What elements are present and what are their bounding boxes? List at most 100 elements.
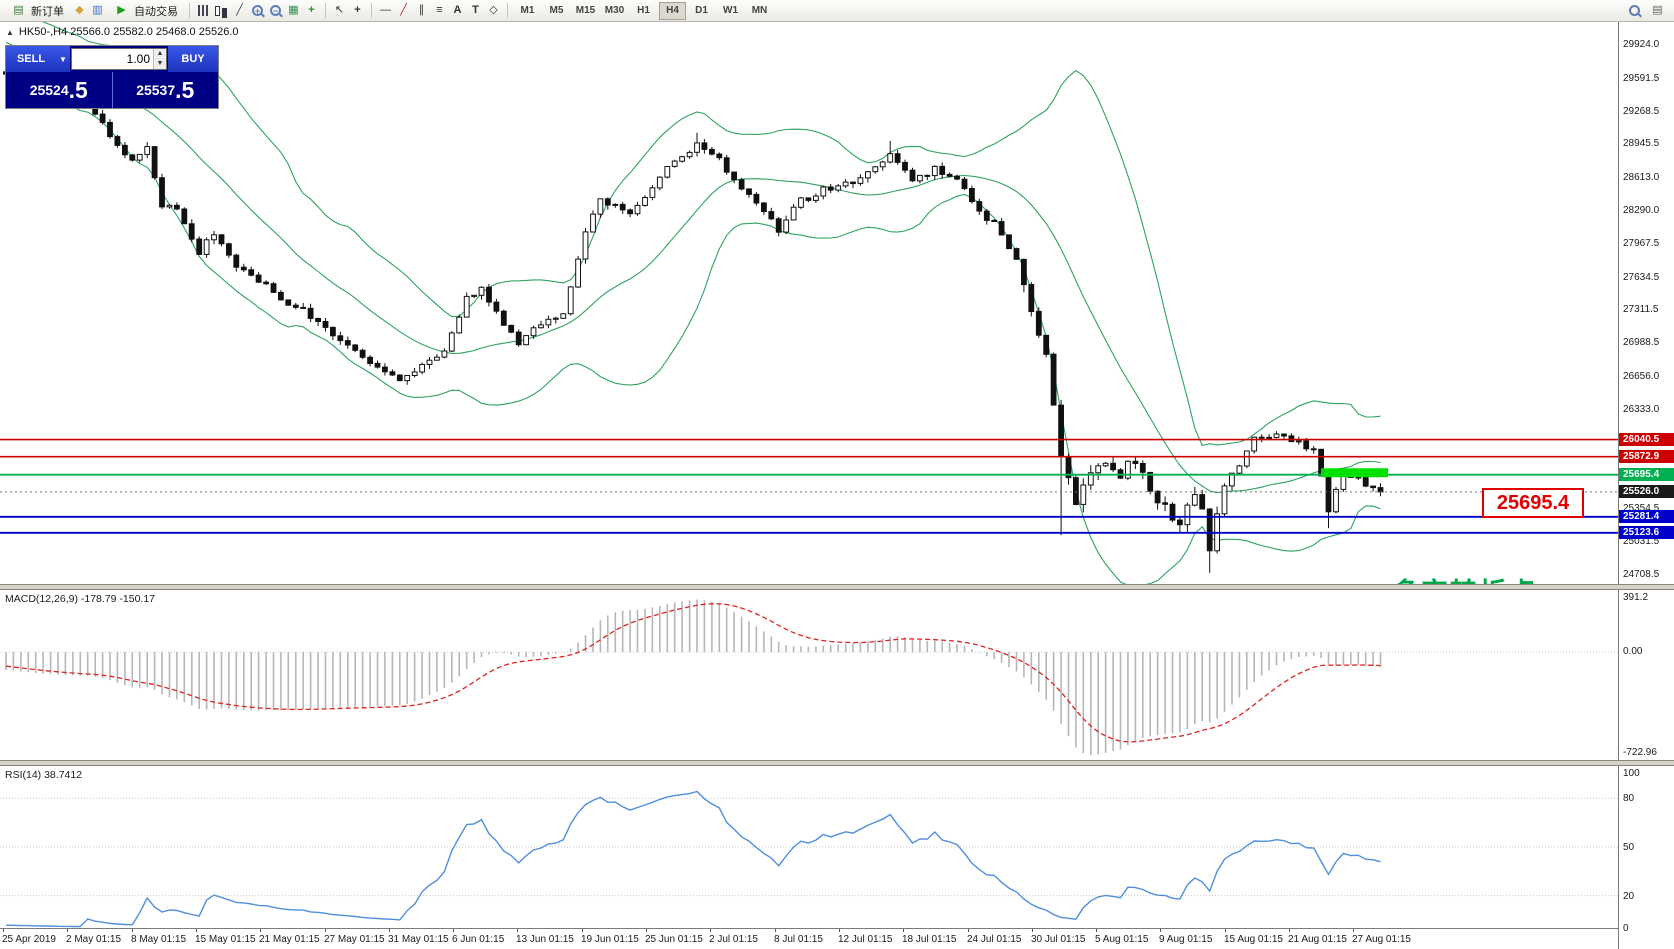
panel-splitter[interactable] [0,584,1674,590]
time-axis-label: 30 Jul 01:15 [1031,934,1086,945]
toolbar-right-group: ▤ [1626,2,1670,19]
volume-value: 1.00 [126,52,150,66]
price-chart-panel[interactable]: ▲ HK50-,H4 25566.0 25582.0 25468.0 25526… [0,22,1618,584]
toolbar-separator [325,3,326,18]
indicators-icon[interactable]: + [308,4,315,16]
search-icon[interactable] [1626,2,1643,19]
autotrading-button[interactable]: ▶ 自动交易 [107,1,184,21]
sell-button[interactable]: SELL [6,46,56,72]
buy-price[interactable]: 25537.5 [113,72,219,108]
candlestick-chart-type-icon[interactable] [213,2,230,19]
rsi-axis-label: 50 [1623,842,1635,853]
time-axis-label: 25 Jun 01:15 [645,934,703,945]
price-line-badge: 26040.5 [1619,433,1674,446]
price-axis-label: 29924.0 [1623,39,1660,50]
text-tool-icon[interactable]: A [453,4,462,16]
price-axis[interactable]: 29924.0 29591.5 29268.5 28945.5 28613.0 28290… [1618,22,1674,949]
macd-signal-line [5,603,1381,743]
timeframe-button-m30[interactable]: M30 [601,2,628,20]
time-axis-label: 21 May 01:15 [259,934,320,945]
price-chart-canvas[interactable] [0,22,1618,584]
market-watch-icon[interactable]: ▥ [92,4,103,16]
zoom-in-icon[interactable]: + [249,2,266,19]
line-chart-type-icon[interactable]: ╱ [236,4,243,16]
volume-field[interactable]: 1.00 ▲ ▼ [71,48,167,70]
price-axis-label: 26656.0 [1623,371,1660,382]
spinner-up-icon[interactable]: ▲ [154,49,166,59]
crosshair-icon[interactable]: + [354,4,361,16]
time-axis-tick [517,929,518,932]
timeframe-button-m1[interactable]: M1 [514,2,541,20]
zoom-out-icon[interactable]: − [267,2,284,19]
time-axis-label: 5 Aug 01:15 [1095,934,1149,945]
macd-panel[interactable]: MACD(12,26,9) -178.79 -150.17 [0,590,1618,760]
new-order-button[interactable]: ▤ 新订单 [4,1,70,21]
price-axis-label: 26333.0 [1623,404,1660,415]
time-axis-tick [710,929,711,932]
sell-price-frac: .5 [68,76,88,103]
price-line-badge: 25695.4 [1619,468,1674,481]
time-axis-tick [325,929,326,932]
toolbar-separator [189,3,190,18]
volume-spinner[interactable]: ▲ ▼ [153,49,166,69]
macd-axis-max: 391.2 [1623,592,1649,603]
time-axis-tick [3,929,4,932]
spinner-down-icon[interactable]: ▼ [154,59,166,69]
rsi-label: RSI(14) 38.7412 [5,769,83,781]
macd-histogram [5,599,1382,755]
candlestick-series [3,67,1384,573]
buy-price-main: 25537 [136,82,176,98]
tile-windows-icon[interactable]: ▦ [288,4,299,16]
rsi-axis-label: 20 [1623,891,1635,902]
timeframe-button-m15[interactable]: M15 [572,2,599,20]
sell-price[interactable]: 25524.5 [6,72,113,108]
time-axis-label: 12 Jul 01:15 [838,934,893,945]
main-toolbar: ▤ 新订单 ◆ ▥ ▶ 自动交易 ╱ + − ▦ + ↖ + — ╱ ∥ ≡ A… [0,0,1674,22]
trendline-icon[interactable]: ╱ [400,4,407,16]
price-axis-label: 28945.5 [1623,138,1660,149]
time-axis-label: 15 Aug 01:15 [1224,934,1283,945]
time-axis-tick [1289,929,1290,932]
chart-settings-icon[interactable]: ▤ [1652,4,1663,16]
channel-icon[interactable]: ∥ [418,4,425,16]
timeframe-button-h4[interactable]: H4 [659,1,686,20]
price-axis-label: 27634.5 [1623,272,1660,283]
cursor-icon[interactable]: ↖ [334,4,345,16]
timeframe-button-w1[interactable]: W1 [717,2,744,20]
timeframe-button-m5[interactable]: M5 [543,2,570,20]
time-axis-tick [67,929,68,932]
time-axis-tick [1096,929,1097,932]
price-axis-label: 27967.5 [1623,238,1660,249]
time-axis-label: 2 Jul 01:15 [709,934,758,945]
timeframe-button-d1[interactable]: D1 [688,2,715,20]
timeframe-button-mn[interactable]: MN [746,2,773,20]
volume-preset-dropdown[interactable]: ▼ [56,46,70,72]
macd-axis-zero: 0.00 [1623,646,1643,657]
chart-title-text: HK50-,H4 25566.0 25582.0 25468.0 25526.0 [18,26,239,38]
turning-point-text[interactable]: 多空转折点 [1392,571,1537,584]
price-axis-label: 29268.5 [1623,106,1660,117]
horizontal-line-icon[interactable]: — [380,4,391,16]
fibonacci-icon[interactable]: ≡ [436,4,443,16]
rsi-axis-label: 80 [1623,793,1635,804]
buy-button[interactable]: BUY [168,46,218,72]
time-axis-tick [453,929,454,932]
metaeditor-icon[interactable]: ◆ [75,4,84,16]
caret-down-icon: ▼ [59,54,67,64]
bar-chart-type-icon[interactable] [195,2,212,19]
time-axis-tick [968,929,969,932]
price-axis-label: 28290.0 [1623,205,1660,216]
bollinger-bands [5,22,1381,584]
time-axis-tick [132,929,133,932]
panel-splitter[interactable] [0,760,1674,766]
label-tool-icon[interactable]: T [472,4,479,16]
price-line-badge: 25281.4 [1619,510,1674,523]
price-callout-label[interactable]: 25695.4 [1482,488,1584,518]
autotrading-label: 自动交易 [134,5,178,18]
rsi-panel[interactable]: RSI(14) 38.7412 [0,766,1618,928]
time-axis-label: 9 Aug 01:15 [1159,934,1213,945]
time-axis-label: 15 May 01:15 [195,934,256,945]
timeframe-button-h1[interactable]: H1 [630,2,657,20]
shapes-tool-icon[interactable]: ◇ [489,4,498,16]
time-axis[interactable]: 25 Apr 2019 2 May 01:15 8 May 01:15 15 May … [0,928,1618,949]
